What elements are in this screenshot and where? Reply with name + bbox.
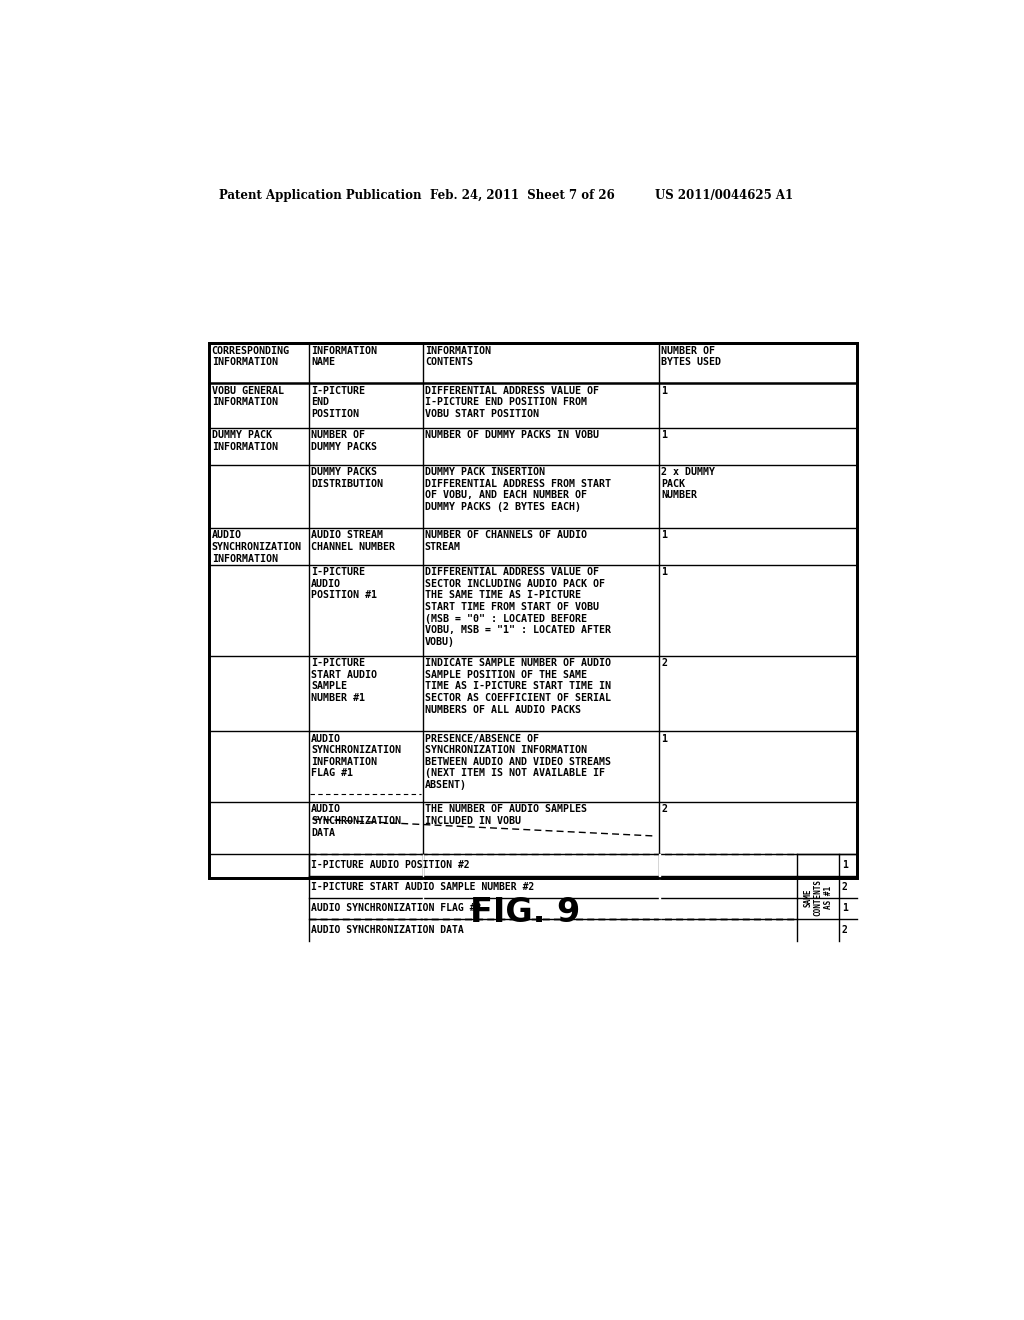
Text: DUMMY PACK INSERTION
DIFFERENTIAL ADDRESS FROM START
OF VOBU, AND EACH NUMBER OF: DUMMY PACK INSERTION DIFFERENTIAL ADDRES… — [425, 467, 611, 512]
Text: 2: 2 — [842, 882, 848, 892]
Text: AUDIO STREAM
CHANNEL NUMBER: AUDIO STREAM CHANNEL NUMBER — [311, 531, 395, 552]
Bar — [209, 343, 856, 878]
Text: CORRESPONDING
INFORMATION: CORRESPONDING INFORMATION — [212, 346, 290, 367]
Text: NUMBER OF
DUMMY PACKS: NUMBER OF DUMMY PACKS — [311, 430, 377, 451]
Text: 1: 1 — [842, 903, 848, 913]
Text: I-PICTURE START AUDIO SAMPLE NUMBER #2: I-PICTURE START AUDIO SAMPLE NUMBER #2 — [311, 882, 535, 892]
Text: 2: 2 — [842, 925, 848, 935]
Text: NUMBER OF DUMMY PACKS IN VOBU: NUMBER OF DUMMY PACKS IN VOBU — [425, 430, 599, 440]
Text: I-PICTURE
AUDIO
POSITION #1: I-PICTURE AUDIO POSITION #1 — [311, 568, 377, 601]
Text: 1: 1 — [662, 734, 668, 743]
Text: INFORMATION
CONTENTS: INFORMATION CONTENTS — [425, 346, 490, 367]
Text: PRESENCE/ABSENCE OF
SYNCHRONIZATION INFORMATION
BETWEEN AUDIO AND VIDEO STREAMS
: PRESENCE/ABSENCE OF SYNCHRONIZATION INFO… — [425, 734, 611, 789]
Text: THE NUMBER OF AUDIO SAMPLES
INCLUDED IN VOBU: THE NUMBER OF AUDIO SAMPLES INCLUDED IN … — [425, 804, 587, 826]
Text: DUMMY PACKS
DISTRIBUTION: DUMMY PACKS DISTRIBUTION — [311, 467, 383, 488]
Text: NUMBER OF
BYTES USED: NUMBER OF BYTES USED — [662, 346, 721, 367]
Text: INDICATE SAMPLE NUMBER OF AUDIO
SAMPLE POSITION OF THE SAME
TIME AS I-PICTURE ST: INDICATE SAMPLE NUMBER OF AUDIO SAMPLE P… — [425, 659, 611, 714]
Text: I-PICTURE AUDIO POSITION #2: I-PICTURE AUDIO POSITION #2 — [311, 861, 470, 870]
Text: AUDIO
SYNCHRONIZATION
INFORMATION: AUDIO SYNCHRONIZATION INFORMATION — [212, 531, 302, 564]
Text: Patent Application Publication: Patent Application Publication — [219, 189, 422, 202]
Text: 1: 1 — [662, 385, 668, 396]
Text: US 2011/0044625 A1: US 2011/0044625 A1 — [655, 189, 794, 202]
Bar — [209, 343, 856, 878]
Text: INFORMATION
NAME: INFORMATION NAME — [311, 346, 377, 367]
Text: 1: 1 — [662, 568, 668, 577]
Text: DIFFERENTIAL ADDRESS VALUE OF
I-PICTURE END POSITION FROM
VOBU START POSITION: DIFFERENTIAL ADDRESS VALUE OF I-PICTURE … — [425, 385, 599, 418]
Text: SAME
CONTENTS
AS #1: SAME CONTENTS AS #1 — [803, 879, 834, 916]
Text: 2: 2 — [662, 659, 668, 668]
Text: 2: 2 — [662, 804, 668, 814]
Text: VOBU GENERAL
INFORMATION: VOBU GENERAL INFORMATION — [212, 385, 284, 407]
Text: AUDIO SYNCHRONIZATION FLAG #2: AUDIO SYNCHRONIZATION FLAG #2 — [311, 903, 481, 913]
Text: Feb. 24, 2011  Sheet 7 of 26: Feb. 24, 2011 Sheet 7 of 26 — [430, 189, 615, 202]
Text: 1: 1 — [842, 861, 848, 870]
Text: DIFFERENTIAL ADDRESS VALUE OF
SECTOR INCLUDING AUDIO PACK OF
THE SAME TIME AS I-: DIFFERENTIAL ADDRESS VALUE OF SECTOR INC… — [425, 568, 611, 647]
Text: 1: 1 — [662, 531, 668, 540]
Text: I-PICTURE
END
POSITION: I-PICTURE END POSITION — [311, 385, 365, 418]
Text: AUDIO
SYNCHRONIZATION
INFORMATION
FLAG #1: AUDIO SYNCHRONIZATION INFORMATION FLAG #… — [311, 734, 401, 779]
Text: NUMBER OF CHANNELS OF AUDIO
STREAM: NUMBER OF CHANNELS OF AUDIO STREAM — [425, 531, 587, 552]
Text: FIG. 9: FIG. 9 — [470, 896, 580, 929]
Text: AUDIO
SYNCHRONIZATION
DATA: AUDIO SYNCHRONIZATION DATA — [311, 804, 401, 838]
Text: 1: 1 — [662, 430, 668, 440]
Text: AUDIO SYNCHRONIZATION DATA: AUDIO SYNCHRONIZATION DATA — [311, 925, 464, 935]
Text: I-PICTURE
START AUDIO
SAMPLE
NUMBER #1: I-PICTURE START AUDIO SAMPLE NUMBER #1 — [311, 659, 377, 704]
Text: 2 x DUMMY
PACK
NUMBER: 2 x DUMMY PACK NUMBER — [662, 467, 715, 500]
Text: DUMMY PACK
INFORMATION: DUMMY PACK INFORMATION — [212, 430, 278, 451]
